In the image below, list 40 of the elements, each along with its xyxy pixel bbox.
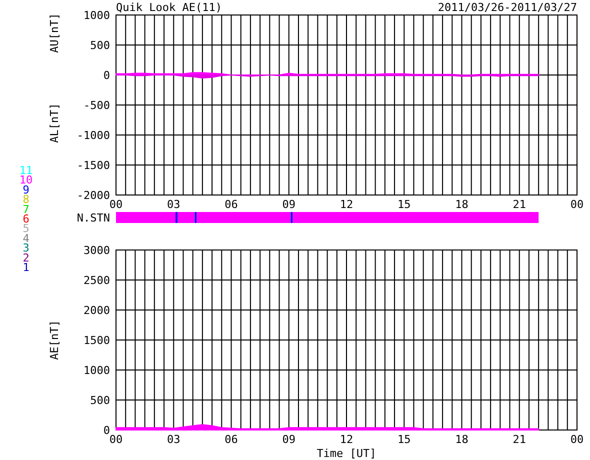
y-tick-label: 3000: [84, 244, 110, 257]
y-tick-label: N.STN: [76, 211, 110, 224]
y-tick-label: 0: [103, 68, 110, 82]
x-tick-label: 00: [570, 198, 584, 211]
x-tick-label: 12: [340, 433, 354, 446]
chart-subtitle: 2011/03/26-2011/03/27: [438, 1, 577, 14]
y-tick-label: -1500: [76, 158, 110, 172]
y-tick-label: -500: [84, 98, 110, 112]
y-tick-label: -2000: [76, 188, 110, 202]
x-tick-label: 06: [224, 198, 238, 211]
y-tick-label: -1000: [76, 128, 110, 142]
y-tick-label: 2500: [84, 274, 110, 287]
x-tick-label: 09: [282, 198, 296, 211]
x-tick-label: 12: [340, 198, 354, 211]
text: AL[nT]: [48, 103, 61, 143]
y-tick-label: 1500: [84, 334, 110, 347]
x-tick-label: 21: [512, 198, 526, 211]
x-tick-label: 03: [167, 433, 180, 446]
x-tick-label: 15: [398, 198, 411, 211]
y-axis-title: AE[nT]: [48, 320, 61, 360]
x-tick-label: 06: [224, 433, 238, 446]
chart-title: Quik Look AE(11): [116, 1, 222, 14]
x-tick-label: 00: [570, 433, 584, 446]
x-tick-label: 18: [455, 433, 468, 446]
x-tick-label: 18: [455, 198, 468, 211]
y-tick-label: 500: [90, 38, 110, 52]
x-tick-label: 15: [398, 433, 411, 446]
y-tick-label: 2000: [84, 304, 110, 317]
legend-label: 8: [22, 193, 30, 206]
y-axis-title: AU[nT]: [48, 13, 61, 53]
y-tick-label: 1000: [84, 364, 110, 377]
x-tick-label: 00: [109, 433, 123, 446]
x-tick-label: 09: [282, 433, 296, 446]
x-tick-label: 00: [109, 198, 123, 211]
x-axis-title: Time [UT]: [316, 447, 376, 460]
y-tick-label: 500: [90, 394, 110, 407]
x-tick-label: 21: [512, 433, 526, 446]
y-tick-label: 1000: [84, 8, 110, 22]
x-tick-label: 03: [167, 198, 180, 211]
y-tick-label: 0: [103, 424, 110, 437]
